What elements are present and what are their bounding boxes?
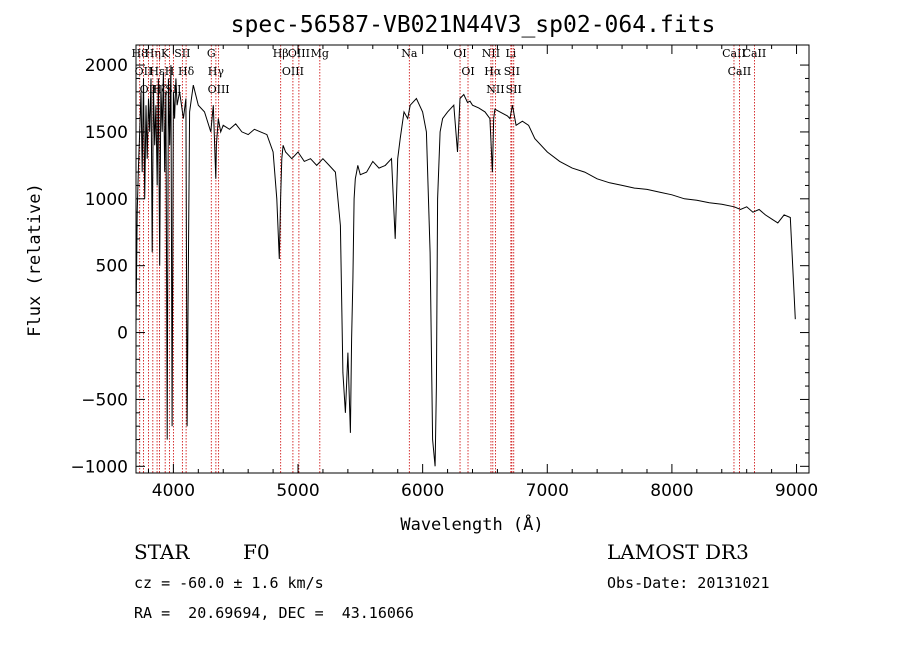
line-label-18: Na: [401, 47, 418, 60]
observation-date: Obs-Date: 20131021: [607, 574, 770, 592]
plot-frame: [135, 44, 810, 474]
chart-title: spec-56587-VB021N44V3_sp02-064.fits: [231, 12, 716, 38]
line-label-14: Hβ: [273, 47, 289, 60]
object-class: STAR: [134, 540, 190, 564]
y-tick-label-1500: 1500: [85, 123, 128, 143]
line-label-13: OIII: [208, 83, 230, 96]
y-tick-label--1000: −1000: [70, 457, 128, 477]
x-tick-label-6000: 6000: [401, 481, 444, 501]
line-label-27: CaII: [722, 47, 746, 60]
coordinates: RA = 20.69694, DEC = 43.16066: [134, 604, 414, 622]
line-label-4: Hε: [149, 65, 165, 78]
spectral-line-markers: H8OIIOIIHηHεHζKHSIISIIHδGHγOIIIHβOIIIOII…: [131, 45, 766, 473]
line-label-1: OII: [135, 65, 153, 78]
line-label-8: SII: [165, 83, 181, 96]
line-label-22: Hα: [484, 65, 502, 78]
y-tick-label-0: 0: [117, 324, 128, 344]
x-axis-label: Wavelength (Å): [400, 513, 543, 535]
line-label-6: K: [161, 47, 170, 60]
line-label-24: Li: [505, 47, 516, 60]
line-label-23: NII: [486, 83, 504, 96]
line-label-7: H: [165, 65, 175, 78]
line-label-3: Hη: [145, 47, 161, 60]
line-label-20: OI: [461, 65, 474, 78]
y-tick-label--500: −500: [81, 390, 128, 410]
line-label-21: NII: [482, 47, 500, 60]
y-tick-label-2000: 2000: [85, 56, 128, 76]
line-label-15: OIII: [282, 65, 304, 78]
x-tick-label-9000: 9000: [775, 481, 818, 501]
y-tick-label-500: 500: [96, 257, 128, 277]
redshift-velocity: cz = -60.0 ± 1.6 km/s: [134, 574, 324, 592]
axis-ticks: 4000 5000 6000 7000 8000 9000 −1000 −500 0 500 100…: [70, 45, 818, 501]
x-tick-label-7000: 7000: [526, 481, 569, 501]
x-tick-label-5000: 5000: [276, 481, 319, 501]
y-tick-label-1000: 1000: [85, 190, 128, 210]
line-label-12: Hγ: [208, 65, 225, 78]
line-label-16: OIII: [288, 47, 310, 60]
line-label-9: SII: [174, 47, 190, 60]
spectrum-series-line: [135, 65, 796, 467]
line-label-25: SII: [504, 65, 520, 78]
line-label-11: G: [207, 47, 216, 60]
line-label-10: Hδ: [178, 65, 195, 78]
line-label-29: CaII: [743, 47, 767, 60]
line-label-28: CaII: [728, 65, 752, 78]
line-label-26: SII: [506, 83, 522, 96]
y-axis-label: Flux (relative): [25, 183, 45, 337]
line-label-19: OI: [453, 47, 466, 60]
x-tick-label-4000: 4000: [152, 481, 195, 501]
object-subclass: F0: [243, 540, 270, 564]
survey-name: LAMOST DR3: [607, 540, 749, 564]
x-tick-label-8000: 8000: [650, 481, 693, 501]
line-label-17: Mg: [311, 47, 329, 60]
